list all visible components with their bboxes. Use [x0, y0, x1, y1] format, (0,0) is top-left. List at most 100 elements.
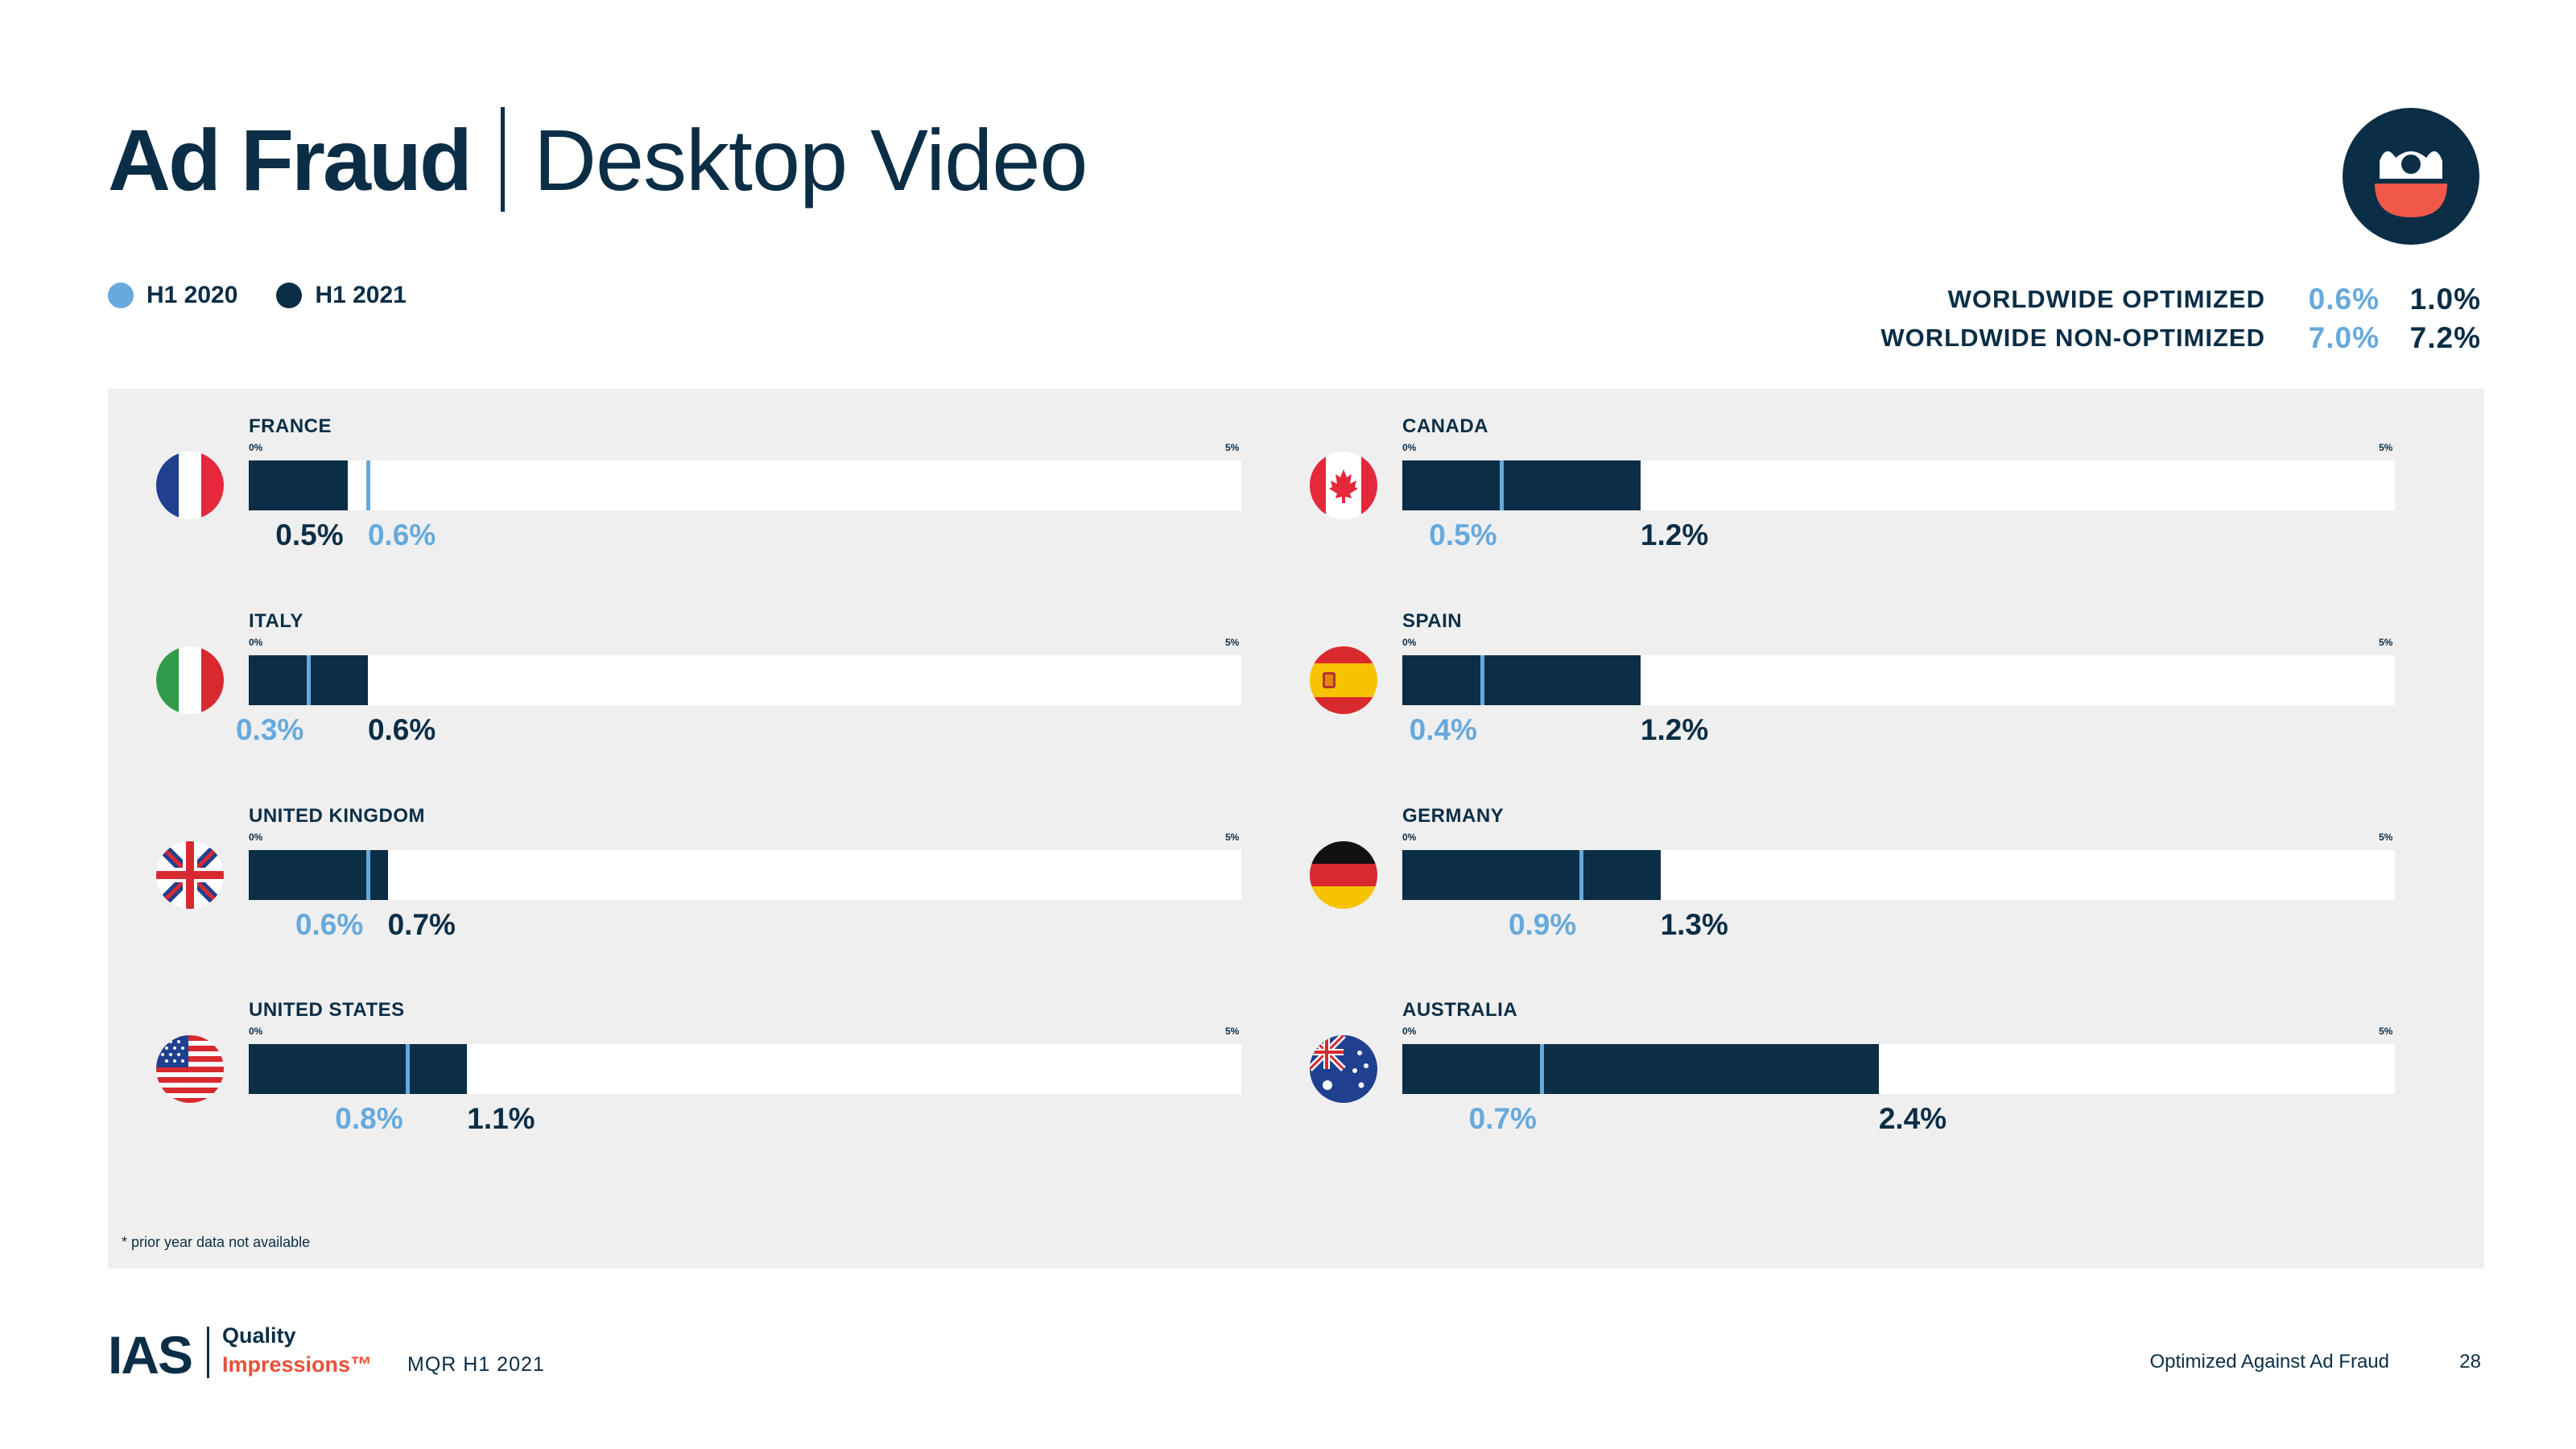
axis-min-label: 0%: [249, 1026, 263, 1037]
value-label-h1-2020: 0.6%: [295, 908, 364, 941]
worldwide-label: WORLDWIDE NON-OPTIMIZED: [1880, 324, 2265, 352]
spain-flag-icon: [1310, 646, 1377, 714]
axis-max-label: 5%: [1225, 832, 1240, 843]
page-number: 28: [2459, 1351, 2481, 1373]
bar-h1-2021: [1402, 655, 1641, 705]
worldwide-value-2021: 7.2%: [2409, 321, 2481, 354]
germany-flag-icon: [1310, 841, 1377, 909]
axis-min-label: 0%: [1402, 637, 1417, 648]
axis-max-label: 5%: [1225, 442, 1240, 453]
brand-line-2: Impressions™: [222, 1352, 373, 1377]
value-label-h1-2021: 1.2%: [1640, 713, 1709, 746]
value-label-h1-2020: 0.7%: [1468, 1102, 1537, 1135]
country-name: GERMANY: [1402, 805, 1505, 827]
bar-track: [249, 655, 1241, 705]
bar-track: [249, 460, 1241, 510]
owl-logo-icon: [2343, 108, 2479, 245]
value-label-h1-2021: 1.3%: [1660, 908, 1728, 941]
value-label-h1-2020: 0.9%: [1508, 908, 1577, 941]
value-label-h1-2021: 0.7%: [387, 908, 456, 941]
axis-max-label: 5%: [2379, 442, 2393, 453]
legend-item-h1-2021: H1 2021: [276, 282, 407, 309]
marker-h1-2020: [1579, 850, 1583, 900]
value-label-h1-2020: 0.8%: [335, 1102, 403, 1135]
axis-max-label: 5%: [1225, 1026, 1240, 1037]
title-bold: Ad Fraud: [108, 110, 473, 208]
worldwide-value-2020: 0.6%: [2308, 283, 2380, 316]
chart-panel: * prior year data not available FRANCE 0%…: [108, 389, 2484, 1269]
ias-logo: IAS: [108, 1325, 193, 1385]
marker-h1-2020: [365, 850, 370, 900]
bar-h1-2021: [249, 460, 349, 510]
footnote: * prior year data not available: [122, 1234, 311, 1250]
bar-track: [1402, 850, 2395, 900]
marker-h1-2020: [1480, 655, 1484, 705]
axis-min-label: 0%: [1402, 1026, 1417, 1037]
country-name: CANADA: [1402, 415, 1488, 437]
axis-min-label: 0%: [249, 637, 263, 648]
worldwide-label: WORLDWIDE OPTIMIZED: [1947, 285, 2265, 313]
value-label-h1-2021: 0.5%: [275, 518, 344, 551]
country-name: SPAIN: [1402, 610, 1463, 632]
marker-h1-2020: [365, 460, 370, 510]
italy-flag-icon: [156, 646, 224, 714]
canada-flag-icon: [1310, 452, 1377, 519]
value-label-h1-2021: 1.2%: [1640, 518, 1709, 551]
brand-line-1: Quality: [222, 1323, 296, 1348]
australia-flag-icon: [1310, 1035, 1377, 1103]
france-flag-icon: [156, 452, 224, 519]
value-label-h1-2020: 0.6%: [367, 518, 436, 551]
marker-h1-2020: [406, 1044, 411, 1094]
title-divider: [500, 107, 505, 212]
worldwide-non-optimized-row: WORLDWIDE NON-OPTIMIZED 7.0% 7.2%: [1880, 319, 2481, 357]
worldwide-summary: WORLDWIDE OPTIMIZED 0.6% 1.0% WORLDWIDE …: [1880, 280, 2481, 357]
page-title: Ad Fraud Desktop Video: [108, 103, 1088, 216]
country-name: AUSTRALIA: [1402, 999, 1518, 1021]
axis-min-label: 0%: [1402, 832, 1417, 843]
axis-min-label: 0%: [249, 832, 263, 843]
marker-h1-2020: [306, 655, 311, 705]
value-label-h1-2020: 0.3%: [235, 713, 304, 746]
title-light: Desktop Video: [533, 110, 1088, 208]
bar-h1-2021: [249, 1044, 468, 1094]
axis-max-label: 5%: [1225, 637, 1240, 648]
legend: H1 2020 H1 2021: [108, 282, 445, 309]
axis-min-label: 0%: [1402, 442, 1417, 453]
legend-label: H1 2020: [147, 282, 238, 308]
value-label-h1-2021: 1.1%: [467, 1102, 535, 1135]
us-flag-icon: [156, 1035, 224, 1103]
value-label-h1-2020: 0.5%: [1429, 518, 1497, 551]
bar-h1-2021: [1402, 1044, 1879, 1094]
axis-max-label: 5%: [2379, 1026, 2393, 1037]
country-name: UNITED KINGDOM: [249, 805, 425, 827]
country-name: UNITED STATES: [249, 999, 405, 1021]
worldwide-optimized-row: WORLDWIDE OPTIMIZED 0.6% 1.0%: [1880, 280, 2481, 319]
country-name: FRANCE: [249, 415, 332, 437]
legend-dot-h1-2020: [108, 283, 134, 308]
bar-h1-2021: [249, 850, 388, 900]
axis-min-label: 0%: [249, 442, 263, 453]
legend-dot-h1-2021: [276, 283, 303, 308]
bar-track: [249, 1044, 1241, 1094]
marker-h1-2020: [1500, 460, 1505, 510]
section-label: Optimized Against Ad Fraud: [2149, 1351, 2390, 1373]
worldwide-value-2020: 7.0%: [2308, 321, 2380, 354]
bar-track: [1402, 655, 2395, 705]
worldwide-value-2021: 1.0%: [2409, 283, 2481, 316]
bar-h1-2021: [1402, 460, 1641, 510]
legend-item-h1-2020: H1 2020: [108, 282, 237, 309]
legend-label: H1 2021: [315, 282, 407, 308]
value-label-h1-2021: 2.4%: [1878, 1102, 1947, 1135]
axis-max-label: 5%: [2379, 832, 2393, 843]
report-label: MQR H1 2021: [407, 1353, 545, 1376]
marker-h1-2020: [1539, 1044, 1544, 1094]
axis-max-label: 5%: [2379, 637, 2393, 648]
country-name: ITALY: [249, 610, 303, 632]
uk-flag-icon: [156, 841, 224, 909]
value-label-h1-2020: 0.4%: [1409, 713, 1477, 746]
logo-divider: [207, 1327, 209, 1378]
bar-track: [1402, 460, 2395, 510]
bar-h1-2021: [1402, 850, 1661, 900]
bar-track: [249, 850, 1241, 900]
bar-track: [1402, 1044, 2395, 1094]
